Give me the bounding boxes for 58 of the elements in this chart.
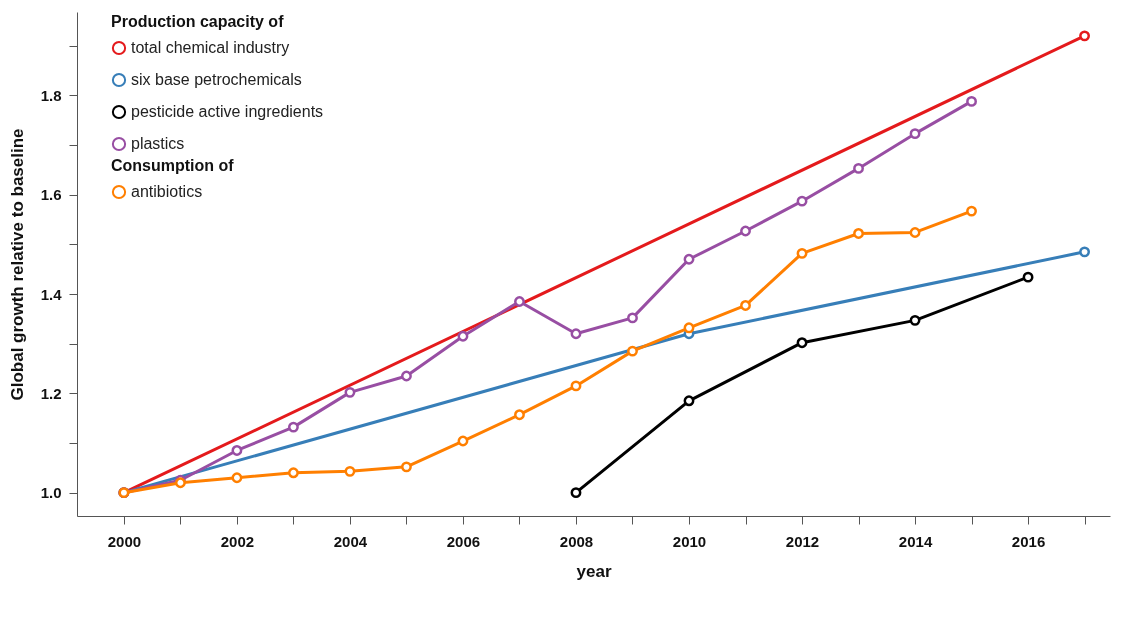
point <box>231 472 243 484</box>
point <box>683 322 695 334</box>
legend-label: plastics <box>131 135 185 152</box>
point <box>683 253 695 265</box>
point <box>570 380 582 392</box>
y-tick-label: 1.6 <box>40 186 62 204</box>
x-tick-label: 2004 <box>333 532 368 550</box>
point <box>1079 30 1090 42</box>
point <box>966 95 977 107</box>
legend-label: pesticide active ingredients <box>131 103 324 120</box>
point <box>288 467 299 479</box>
y-tick-label: 1.0 <box>40 484 62 502</box>
point <box>457 330 469 342</box>
point <box>231 445 243 456</box>
x-tick-label: 2000 <box>107 532 142 550</box>
x-axis-title: year <box>576 561 612 581</box>
point <box>796 195 808 207</box>
point <box>1022 271 1034 283</box>
point <box>288 421 299 433</box>
point <box>796 337 808 349</box>
point <box>457 435 469 447</box>
point <box>853 228 864 239</box>
point <box>570 487 582 499</box>
legend-label: total chemical industry <box>131 39 290 56</box>
x-tick-label: 2010 <box>672 532 707 550</box>
point <box>401 461 412 473</box>
x-tick-label: 2006 <box>446 532 481 550</box>
legend-label: six base petrochemicals <box>131 71 302 88</box>
point <box>966 205 977 217</box>
annotation: Consumption of <box>111 157 235 174</box>
y-tick-label: 1.2 <box>40 384 62 402</box>
point <box>740 225 751 237</box>
point <box>853 162 864 174</box>
point <box>570 328 582 340</box>
y-axis-title: Global growth relative to baseline <box>7 128 27 401</box>
point <box>344 465 356 477</box>
point <box>514 296 525 307</box>
x-tick-label: 2012 <box>785 532 820 550</box>
legend-label: antibiotics <box>131 183 203 200</box>
point <box>627 345 638 357</box>
legend-title: Production capacity of <box>111 13 285 30</box>
point <box>344 386 356 398</box>
point <box>909 227 921 238</box>
x-tick-label: 2008 <box>559 532 594 550</box>
x-tick-label: 2016 <box>1011 532 1046 550</box>
x-tick-label: 2014 <box>898 532 933 550</box>
point <box>683 395 695 407</box>
point <box>909 314 921 326</box>
point <box>909 128 921 140</box>
y-tick-label: 1.4 <box>40 285 63 303</box>
x-tick-label: 2002 <box>220 532 255 550</box>
point <box>514 409 525 421</box>
point <box>740 300 751 311</box>
point <box>796 247 808 259</box>
point <box>627 312 638 324</box>
y-tick-label: 1.8 <box>40 86 62 104</box>
point <box>1079 246 1090 258</box>
point <box>401 370 412 382</box>
